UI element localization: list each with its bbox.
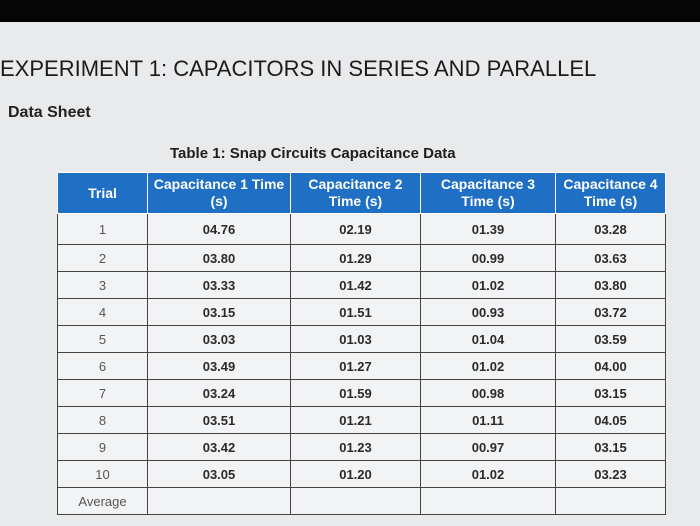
column-header: Capacitance 4 Time (s) xyxy=(555,172,666,214)
time-cell: 01.11 xyxy=(420,406,556,434)
time-cell: 01.42 xyxy=(290,271,421,299)
table-caption: Table 1: Snap Circuits Capacitance Data xyxy=(170,145,456,162)
time-cell: 01.02 xyxy=(420,460,556,488)
time-cell: 04.76 xyxy=(147,213,291,245)
trial-cell: 7 xyxy=(57,379,148,407)
time-cell: 01.20 xyxy=(290,460,421,488)
trial-cell: 9 xyxy=(57,433,148,461)
time-cell: 03.59 xyxy=(555,325,666,353)
table-row: 7 03.24 01.59 00.98 03.15 xyxy=(57,379,666,407)
time-cell: 01.02 xyxy=(420,352,556,380)
time-cell: 03.63 xyxy=(555,244,666,272)
time-cell: 03.80 xyxy=(555,271,666,299)
table-row: 2 03.80 01.29 00.99 03.63 xyxy=(57,244,666,272)
trial-cell: 2 xyxy=(57,244,148,272)
table-row: 10 03.05 01.20 01.02 03.23 xyxy=(57,460,666,488)
time-cell: 03.72 xyxy=(555,298,666,326)
empty-cell xyxy=(147,487,291,515)
average-row: Average xyxy=(57,487,666,515)
time-cell: 01.59 xyxy=(290,379,421,407)
trial-cell: 3 xyxy=(57,271,148,299)
time-cell: 01.04 xyxy=(420,325,556,353)
time-cell: 00.93 xyxy=(420,298,556,326)
table-row: 4 03.15 01.51 00.93 03.72 xyxy=(57,298,666,326)
time-cell: 03.33 xyxy=(147,271,291,299)
time-cell: 03.80 xyxy=(147,244,291,272)
time-cell: 04.05 xyxy=(555,406,666,434)
table-body: 1 04.76 02.19 01.39 03.28 2 03.80 01.29 00.99 03.… xyxy=(57,213,666,515)
table-row: 6 03.49 01.27 01.02 04.00 xyxy=(57,352,666,380)
trial-cell: 4 xyxy=(57,298,148,326)
trial-cell: 6 xyxy=(57,352,148,380)
time-cell: 00.97 xyxy=(420,433,556,461)
time-cell: 03.03 xyxy=(147,325,291,353)
time-cell: 03.15 xyxy=(555,379,666,407)
time-cell: 01.03 xyxy=(290,325,421,353)
table-row: 1 04.76 02.19 01.39 03.28 xyxy=(57,213,666,245)
table-row: 8 03.51 01.21 01.11 04.05 xyxy=(57,406,666,434)
column-header: Capacitance 1 Time (s) xyxy=(147,172,291,214)
time-cell: 03.23 xyxy=(555,460,666,488)
time-cell: 03.49 xyxy=(147,352,291,380)
column-header: Capacitance 3 Time (s) xyxy=(420,172,556,214)
time-cell: 03.15 xyxy=(555,433,666,461)
time-cell: 02.19 xyxy=(290,213,421,245)
time-cell: 01.27 xyxy=(290,352,421,380)
empty-cell xyxy=(420,487,556,515)
trial-cell: 10 xyxy=(57,460,148,488)
table-row: 5 03.03 01.03 01.04 03.59 xyxy=(57,325,666,353)
average-label: Average xyxy=(57,487,148,515)
time-cell: 00.98 xyxy=(420,379,556,407)
time-cell: 01.21 xyxy=(290,406,421,434)
time-cell: 04.00 xyxy=(555,352,666,380)
time-cell: 03.15 xyxy=(147,298,291,326)
time-cell: 03.05 xyxy=(147,460,291,488)
table-row: 3 03.33 01.42 01.02 03.80 xyxy=(57,271,666,299)
time-cell: 01.23 xyxy=(290,433,421,461)
column-header: Capacitance 2 Time (s) xyxy=(290,172,421,214)
time-cell: 01.51 xyxy=(290,298,421,326)
trial-cell: 8 xyxy=(57,406,148,434)
time-cell: 01.29 xyxy=(290,244,421,272)
time-cell: 03.24 xyxy=(147,379,291,407)
trial-cell: 1 xyxy=(57,213,148,245)
column-header: Trial xyxy=(57,172,148,214)
table-row: 9 03.42 01.23 00.97 03.15 xyxy=(57,433,666,461)
data-table: Trial Capacitance 1 Time (s) Capacitance 2… xyxy=(57,172,666,515)
title: EXPERIMENT 1: CAPACITORS IN SERIES AND P… xyxy=(0,56,597,81)
time-cell: 03.51 xyxy=(147,406,291,434)
top-bar xyxy=(0,0,700,22)
time-cell: 03.28 xyxy=(555,213,666,245)
time-cell: 01.02 xyxy=(420,271,556,299)
empty-cell xyxy=(555,487,666,515)
time-cell: 03.42 xyxy=(147,433,291,461)
time-cell: 00.99 xyxy=(420,244,556,272)
header-row: Trial Capacitance 1 Time (s) Capacitance 2… xyxy=(57,172,666,214)
time-cell: 01.39 xyxy=(420,213,556,245)
trial-cell: 5 xyxy=(57,325,148,353)
empty-cell xyxy=(290,487,421,515)
subtitle: Data Sheet xyxy=(8,104,91,121)
